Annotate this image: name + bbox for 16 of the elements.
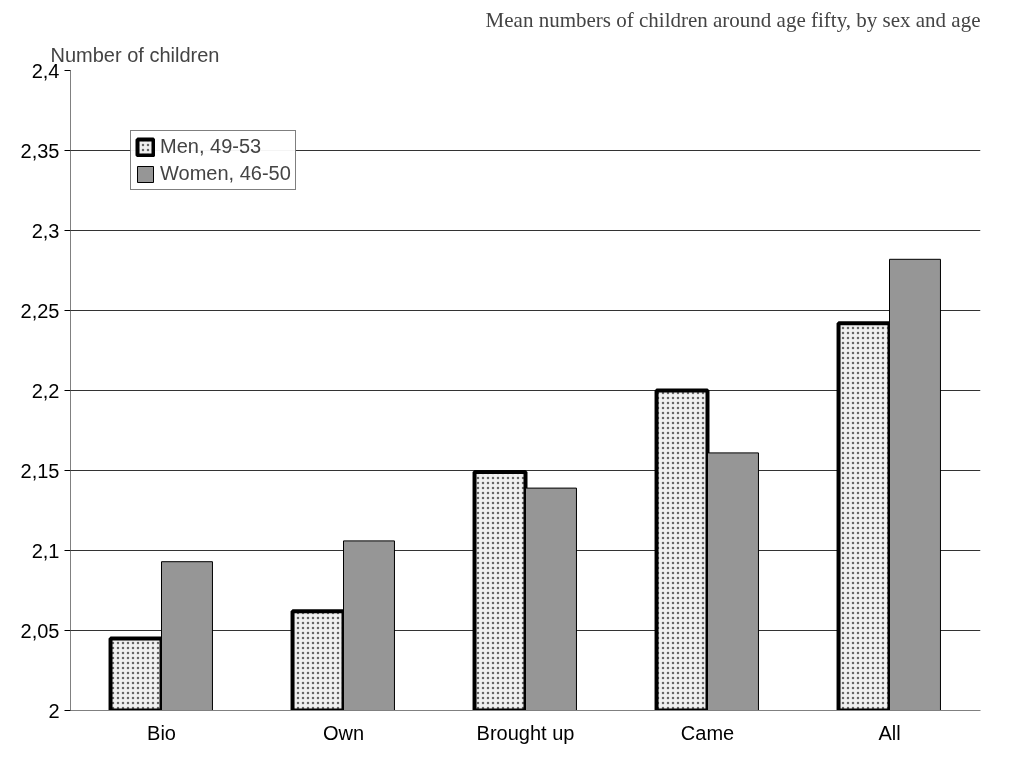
y-tick-label: 2,1 [31, 539, 60, 562]
chart-title: Mean numbers of children around age fifty, by sex and age [485, 7, 981, 32]
legend-label: Men, 49-53 [160, 135, 262, 158]
y-tick-label: 2,25 [20, 299, 60, 322]
legend-label: Women, 46-50 [160, 162, 291, 185]
x-tick-label: Came [680, 721, 735, 744]
x-tick-label: All [878, 721, 901, 744]
x-tick-label: Bio [147, 721, 176, 744]
y-tick-label: 2 [48, 699, 60, 722]
y-tick-label: 2,3 [31, 219, 60, 242]
y-tick-label: 2,2 [31, 379, 60, 402]
x-tick-label: Brought up [476, 721, 575, 744]
y-tick-label: 2,05 [20, 619, 60, 642]
y-tick-label: 2,15 [20, 459, 60, 482]
y-tick-label: 2,35 [20, 139, 60, 162]
x-tick-label: Own [322, 721, 365, 744]
